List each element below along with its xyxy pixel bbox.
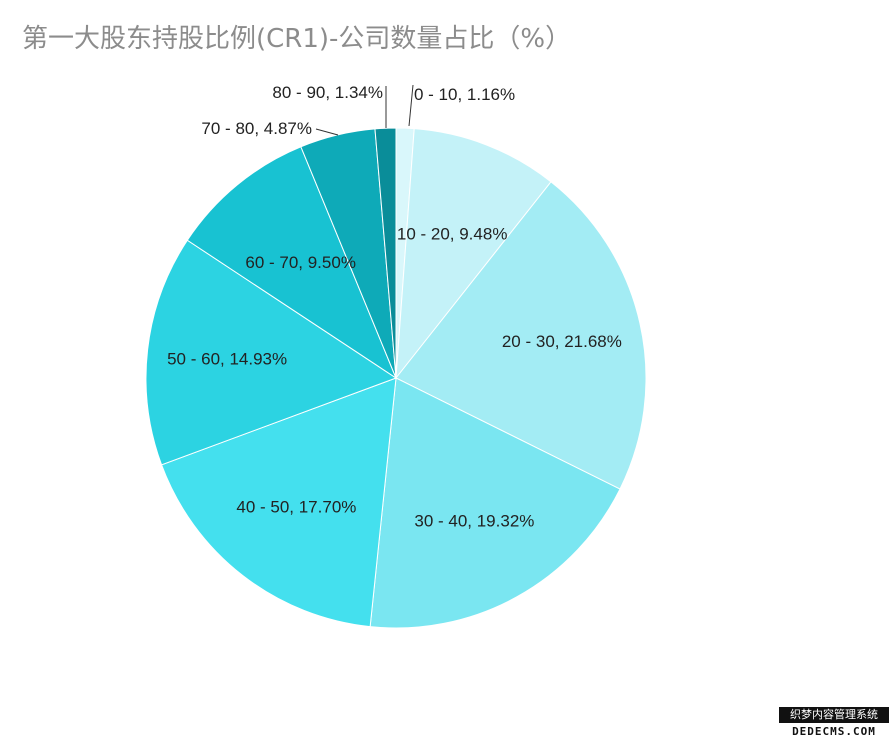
pie-slice-60-70	[186, 146, 398, 380]
slice-label: 70 - 80, 4.87%	[201, 119, 312, 138]
pie-slice-40-50	[160, 377, 397, 628]
watermark-line2: DEDECMS.COM	[792, 725, 876, 738]
slice-label: 60 - 70, 9.50%	[245, 253, 356, 272]
slice-labels: 0 - 10, 1.16% 10 - 20, 9.48% 20 - 30, 21.6…	[167, 83, 622, 530]
slice-label: 20 - 30, 21.68%	[502, 332, 622, 351]
watermark-line1: 织梦内容管理系统	[779, 707, 889, 723]
slice-label: 80 - 90, 1.34%	[272, 83, 383, 102]
slice-label: 10 - 20, 9.48%	[397, 225, 508, 244]
chart-title: 第一大股东持股比例(CR1)-公司数量占比（%）	[22, 24, 572, 54]
pie-slice-20-30	[395, 181, 647, 490]
pie-slices	[145, 127, 647, 629]
pie-slice-30-40	[369, 377, 621, 629]
slice-label: 30 - 40, 19.32%	[414, 511, 534, 530]
slice-label: 0 - 10, 1.16%	[414, 85, 515, 104]
leader-line	[408, 84, 414, 127]
pie-slice-50-60	[145, 239, 398, 466]
pie-slice-80-90	[374, 127, 397, 379]
slice-label: 40 - 50, 17.70%	[236, 497, 356, 516]
leader-line	[315, 128, 339, 136]
pie-slice-10-20	[395, 128, 552, 380]
watermark-logo: 织梦内容管理系统 DEDECMS.COM	[779, 707, 889, 741]
leader-lines	[315, 84, 414, 136]
slice-label: 50 - 60, 14.93%	[167, 350, 287, 369]
